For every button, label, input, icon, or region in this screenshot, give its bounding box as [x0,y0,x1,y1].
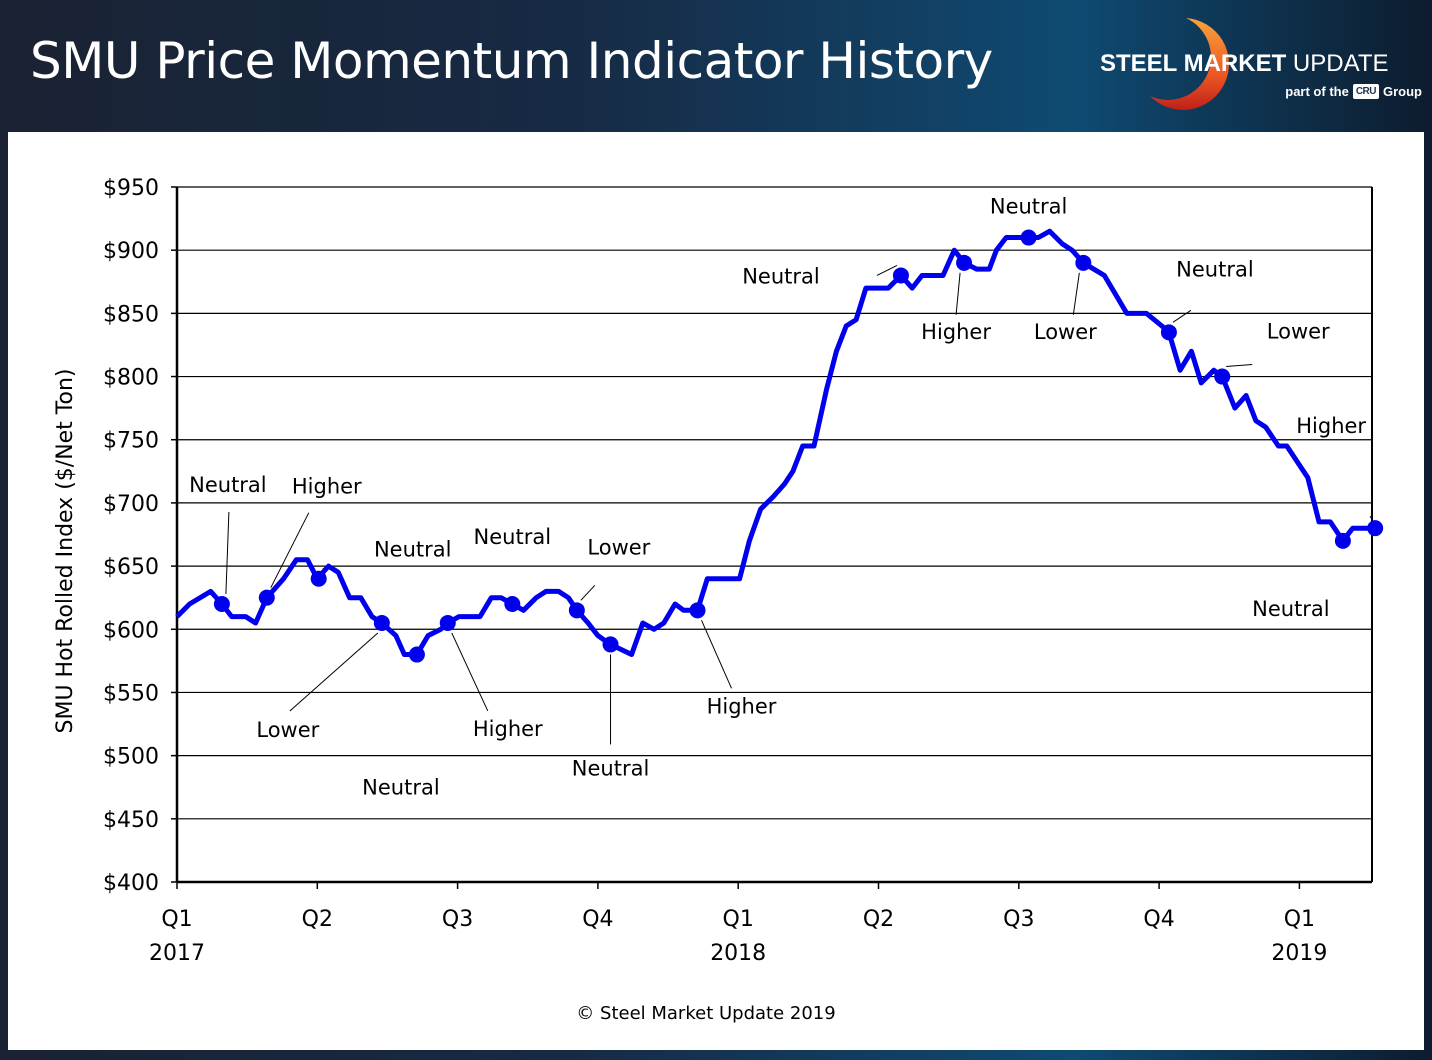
y-tick-label: $550 [103,681,159,706]
annotation-leader [1369,515,1372,519]
y-axis-label: SMU Hot Rolled Index ($/Net Ton) [53,369,78,734]
momentum-label: Neutral [374,538,452,562]
momentum-marker [602,636,619,653]
y-tick-label: $850 [103,302,159,327]
momentum-label: Lower [256,718,319,742]
x-tick-label: Q1 [161,907,192,932]
momentum-marker [258,589,275,606]
momentum-label: Higher [473,717,543,741]
momentum-marker [1214,368,1231,385]
grid-lines [177,186,1372,883]
x-tick-label: Q2 [863,907,894,932]
y-tick-label: $600 [103,618,159,643]
momentum-marker [373,614,390,631]
logo-tagline-suffix: Group [1383,84,1422,99]
y-tick-label: $500 [103,745,159,770]
x-tick-label: Q3 [1003,907,1034,932]
momentum-label: Lower [1267,320,1330,344]
momentum-label: Neutral [362,776,440,800]
line-chart: $400 $450 $500 $550 $600 $650 $700 $750 $800 $850… [53,176,1384,1024]
momentum-marker [1367,520,1384,537]
x-tick-label: Q3 [442,907,473,932]
annotation-leader [1226,364,1253,368]
momentum-marker [310,570,327,587]
momentum-marker [1334,532,1351,549]
y-axis: $400 $450 $500 $550 $600 $650 $700 $750 $800 $850… [103,176,1373,896]
chart-panel: $400 $450 $500 $550 $600 $650 $700 $750 $800 $850… [8,132,1424,1050]
steel-market-update-logo: STEEL MARKET UPDATE part of the CRU Grou… [1096,14,1426,114]
x-tick-label: Q4 [582,907,613,932]
annotation-leader [580,584,596,601]
momentum-label: Higher [1296,414,1366,438]
annotation-leader [876,265,898,276]
annotation-leader [225,511,230,595]
momentum-label: Higher [921,320,991,344]
logo-crescent-icon [1150,18,1229,110]
cru-badge: CRU [1352,84,1379,99]
momentum-marker [213,596,230,612]
momentum-marker [892,267,909,284]
momentum-marker [504,596,521,612]
y-tick-label: $900 [103,239,159,264]
annotation-leader [1072,272,1080,315]
momentum-marker [1160,324,1177,341]
logo-word-market: MARKET [1176,50,1287,77]
page-title: SMU Price Momentum Indicator History [30,32,993,90]
annotation-leader [1172,309,1192,323]
logo-word-steel: STEEL [1100,50,1177,77]
momentum-label: Lower [1034,320,1097,344]
momentum-marker [1020,229,1037,246]
y-tick-label: $450 [103,808,159,833]
y-tick-label: $950 [103,176,159,201]
series-line-smu-hot-rolled-index [175,228,1376,657]
momentum-label: Neutral [572,756,650,780]
y-tick-label: $800 [103,366,159,391]
y-tick-label: $400 [103,871,159,896]
annotation-leader [270,512,310,588]
x-year-label: 2019 [1271,941,1327,966]
annotation-leader [289,632,379,712]
momentum-label: Neutral [474,525,552,549]
annotation-leader [451,632,489,712]
logo-tagline-prefix: part of the [1285,84,1349,99]
copyright-text: © Steel Market Update 2019 [576,1003,835,1024]
x-year-label: 2017 [149,941,205,966]
momentum-marker [689,602,706,619]
momentum-label: Higher [707,694,777,718]
momentum-label: Neutral [189,473,267,497]
logo-wordmark: STEEL MARKET UPDATE [1100,50,1388,78]
momentum-label: Neutral [990,195,1068,219]
y-tick-label: $650 [103,555,159,580]
x-tick-label: Q4 [1143,907,1174,932]
x-axis: Q1 Q2 Q3 Q4 Q1 Q2 Q3 Q4 Q1 2017 2018 2019 [149,880,1372,966]
y-tick-label: $700 [103,492,159,517]
x-year-label: 2018 [710,941,766,966]
annotation-leader [955,272,961,315]
x-tick-label: Q2 [302,907,333,932]
annotation-leaders [225,265,1372,745]
logo-word-update: UPDATE [1286,50,1389,77]
momentum-label: Lower [587,535,650,559]
momentum-marker [1075,254,1092,271]
x-tick-label: Q1 [1284,907,1315,932]
momentum-marker [568,602,585,619]
y-tick-label: $750 [103,429,159,454]
momentum-marker [439,614,456,631]
x-tick-label: Q1 [723,907,754,932]
momentum-label: Higher [292,475,362,499]
annotation-leader [701,620,732,689]
momentum-marker [408,646,425,663]
momentum-marker [956,254,973,271]
logo-tagline: part of the CRU Group [1285,84,1422,99]
momentum-label: Neutral [742,264,820,288]
momentum-label: Neutral [1176,257,1254,281]
momentum-markers [213,229,1384,663]
momentum-annotations: Neutral Higher Neutral Lower Neutral Higher Ne… [189,195,1366,800]
momentum-label: Neutral [1252,597,1330,621]
